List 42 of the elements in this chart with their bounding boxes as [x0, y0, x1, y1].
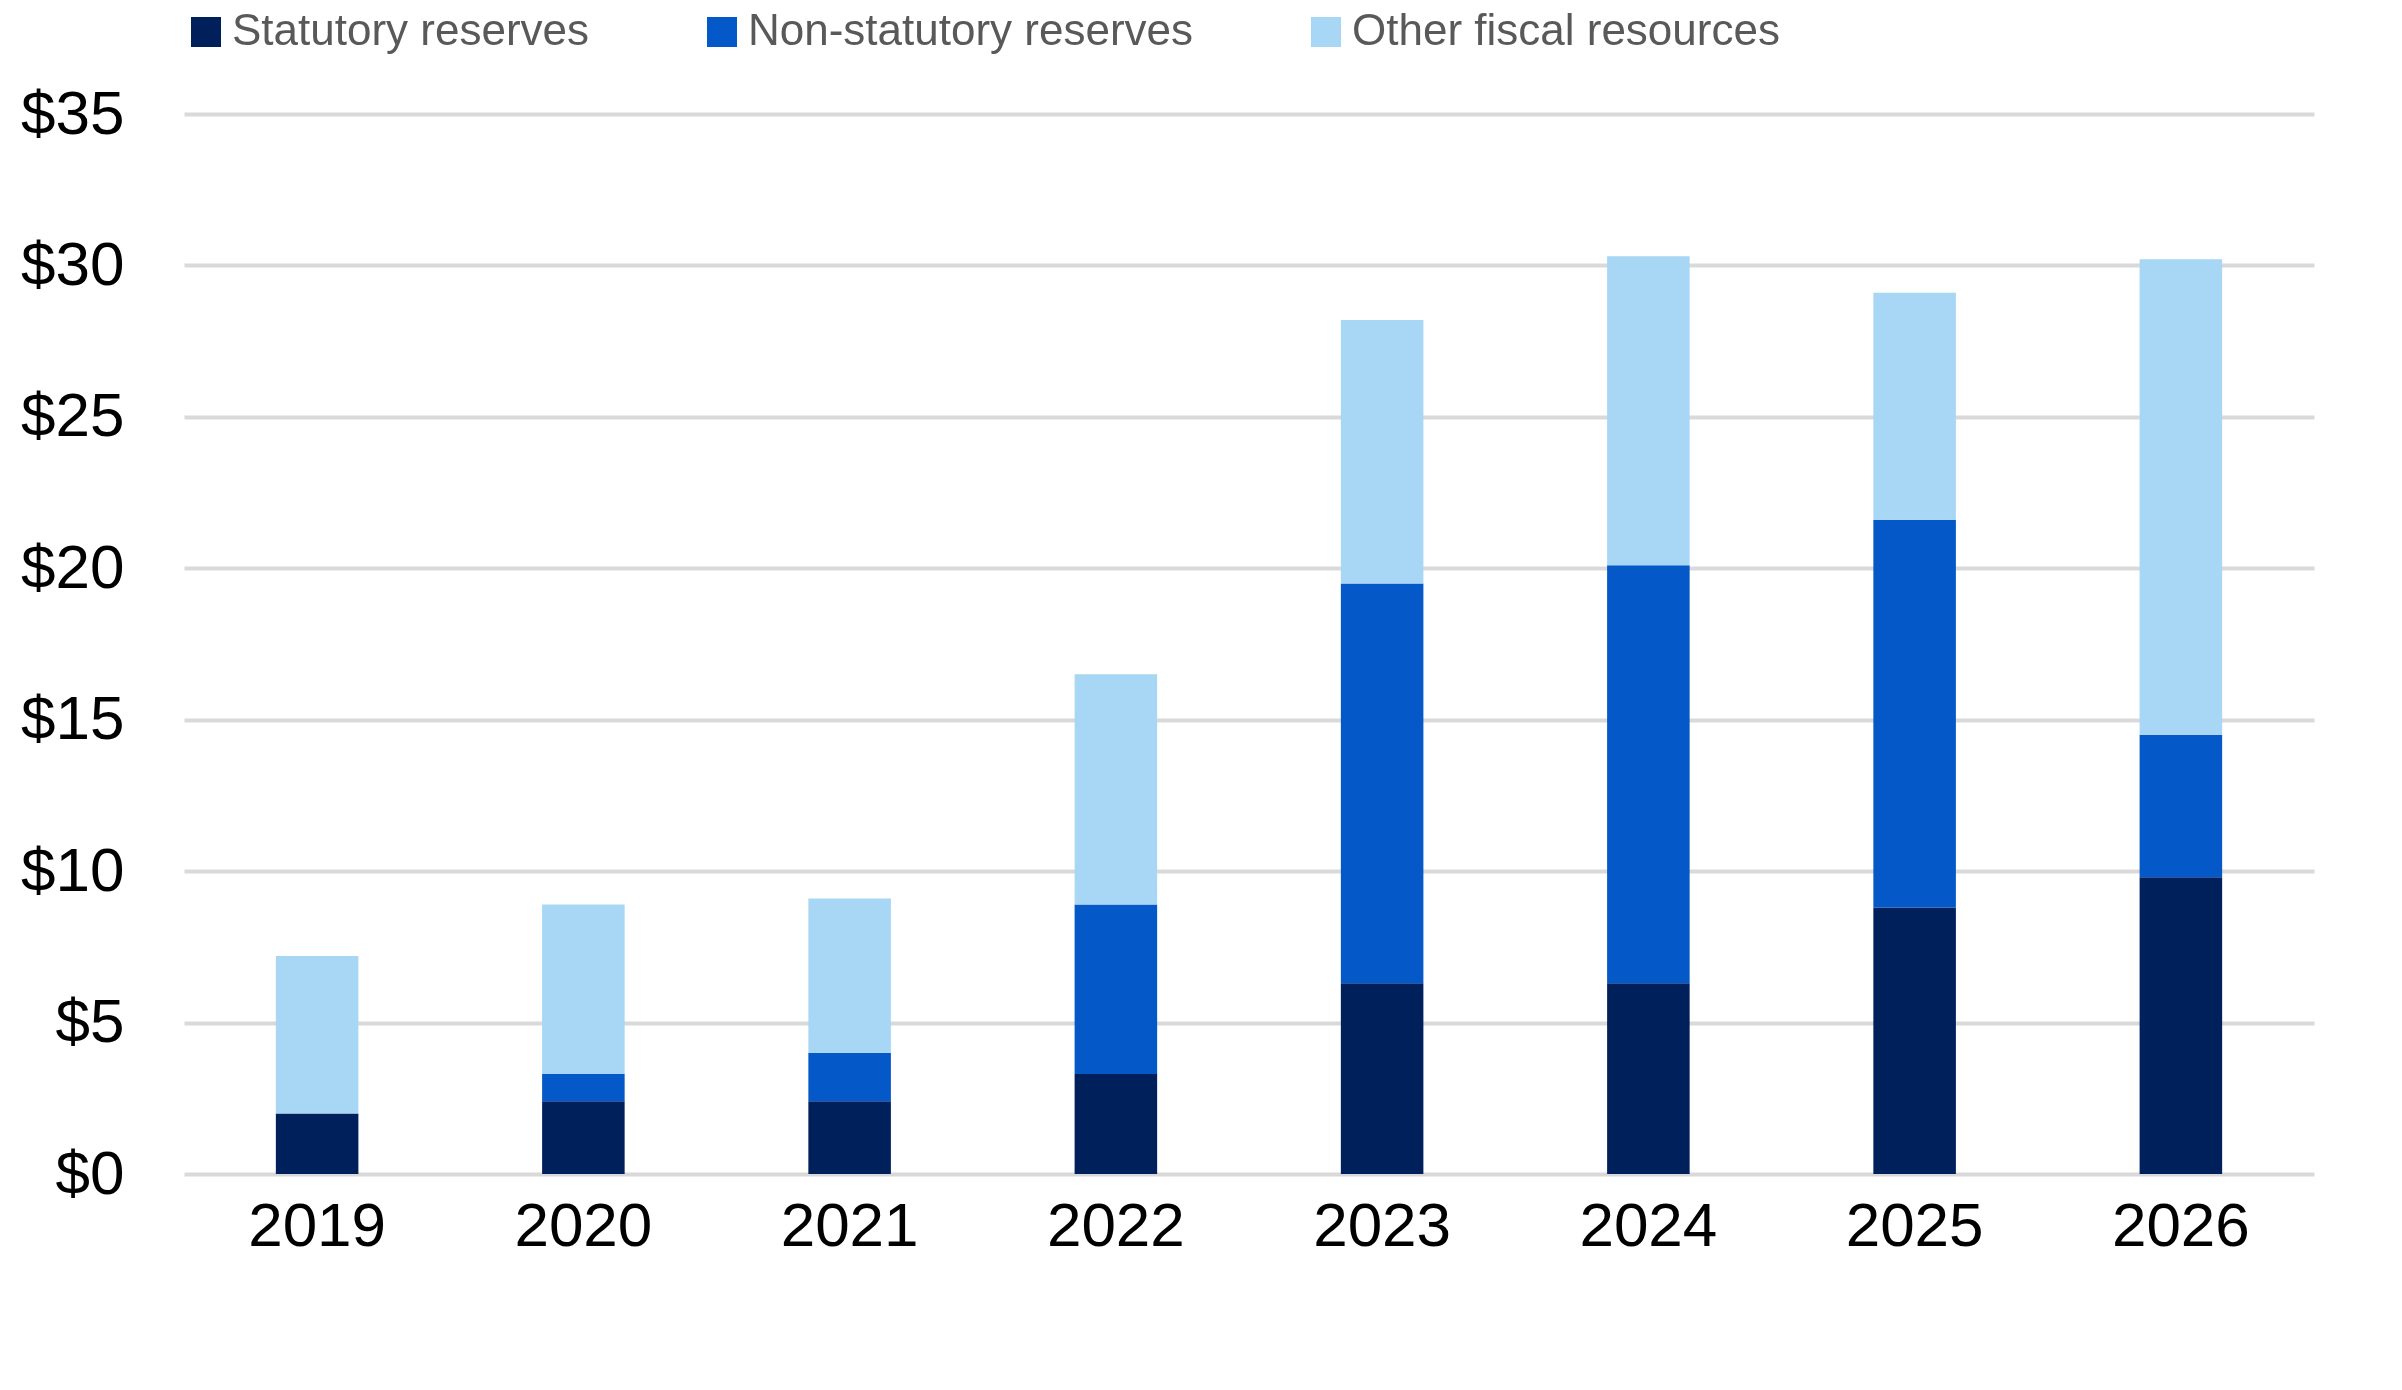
x-tick-label: 2026	[2111, 1189, 2250, 1259]
bar	[275, 955, 359, 1114]
bar	[1873, 292, 1956, 520]
x-tick-label: 2024	[1579, 1189, 1718, 1259]
bar	[542, 904, 625, 1075]
x-tick-label: 2025	[1845, 1189, 1984, 1259]
bar	[542, 1101, 625, 1174]
legend-label: Statutory reserves	[232, 5, 590, 54]
y-tick-label: $35	[21, 77, 125, 147]
bar	[808, 1101, 891, 1174]
bar	[1074, 674, 1158, 905]
bar	[2139, 877, 2223, 1174]
x-tick-label: 2019	[248, 1189, 387, 1259]
bar	[1340, 583, 1424, 984]
x-tick-label: 2021	[780, 1189, 919, 1259]
bar	[1074, 1074, 1158, 1174]
bar	[542, 1074, 625, 1102]
bar	[1340, 983, 1424, 1174]
bar	[1607, 983, 1690, 1174]
bar	[808, 898, 891, 1053]
bar	[1873, 519, 1956, 908]
x-tick-label: 2023	[1313, 1189, 1452, 1259]
bar	[1074, 904, 1158, 1075]
bar	[1873, 907, 1956, 1174]
bar	[808, 1052, 891, 1102]
y-tick-label: $5	[55, 986, 125, 1056]
y-tick-label: $30	[21, 228, 125, 298]
x-tick-label: 2020	[514, 1189, 653, 1259]
bar	[2139, 259, 2223, 735]
bar	[1340, 319, 1424, 584]
bar	[1607, 256, 1690, 566]
x-tick-label: 2022	[1046, 1189, 1185, 1259]
y-tick-label: $20	[21, 531, 125, 601]
y-tick-label: $10	[21, 834, 125, 904]
legend-label: Non-statutory reserves	[748, 5, 1194, 54]
legend-label: Other fiscal resources	[1352, 5, 1780, 54]
y-tick-label: $0	[55, 1137, 125, 1207]
y-tick-label: $15	[21, 683, 125, 753]
y-tick-label: $25	[21, 380, 125, 450]
bar	[1607, 565, 1690, 984]
bar	[275, 1113, 359, 1174]
bar	[2139, 734, 2223, 878]
